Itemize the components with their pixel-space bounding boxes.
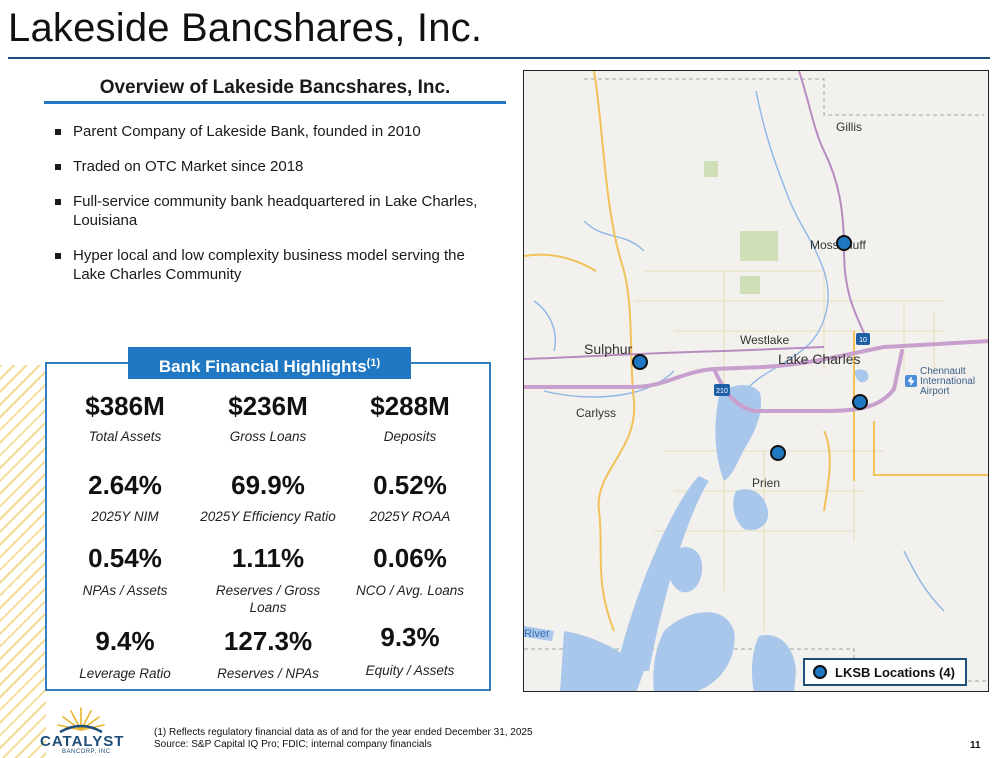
shield-210-text: 210: [716, 388, 728, 395]
bullet-text: Hyper local and low complexity business …: [73, 247, 465, 283]
metric-label-reserves-npas: Reserves / NPAs: [217, 666, 319, 681]
label-sulphur: Sulphur: [584, 341, 633, 357]
label-prien: Prien: [752, 476, 780, 490]
metric-label-reserves-gross-loans: Reserves / Gross Loans: [215, 583, 321, 615]
label-gillis: Gillis: [836, 120, 862, 134]
page-title: Lakeside Bancshares, Inc.: [8, 6, 483, 50]
bullet-item: Full-service community bank headquartere…: [55, 192, 495, 230]
financial-highlights-box: [45, 362, 491, 691]
map-canvas: 10 210 Gillis Moss Bluff Sulphur Westlak…: [524, 71, 988, 691]
label-carlyss: Carlyss: [576, 406, 616, 420]
highlights-heading-text: Bank Financial Highlights: [158, 357, 367, 376]
metric-label-nco-avg-loans: NCO / Avg. Loans: [355, 583, 465, 598]
bullet-text: Parent Company of Lakeside Bank, founded…: [73, 123, 421, 140]
metric-value-nco-avg-loans: 0.06%: [373, 543, 447, 573]
branch-location-map: 10 210 Gillis Moss Bluff Sulphur Westlak…: [523, 70, 989, 692]
metric-value-roaa: 0.52%: [373, 470, 447, 500]
bullet-square-icon: [55, 253, 61, 259]
branch-marker-sulphur[interactable]: [632, 354, 648, 370]
place-labels: Gillis Moss Bluff Sulphur Westlake Lake …: [524, 120, 976, 640]
metric-label-total-assets: Total Assets: [88, 429, 162, 444]
metric-label-nim: 2025Y NIM: [91, 509, 159, 524]
page-number: 11: [970, 740, 981, 751]
branch-marker-prien[interactable]: [770, 445, 786, 461]
legend-label: LKSB Locations (4): [835, 665, 955, 680]
financial-highlights-heading: Bank Financial Highlights(1): [128, 347, 411, 379]
shield-10-text: 10: [859, 337, 867, 344]
bullet-text: Traded on OTC Market since 2018: [73, 158, 304, 175]
metric-label-leverage-ratio: Leverage Ratio: [79, 666, 171, 681]
rivers: [533, 90, 945, 612]
metric-value-reserves-npas: 127.3%: [223, 626, 313, 656]
metric-value-deposits: $288M: [370, 391, 450, 421]
bullet-text: Full-service community bank headquartere…: [73, 193, 478, 229]
metric-value-leverage-ratio: 9.4%: [95, 626, 155, 656]
metric-value-nim: 2.64%: [88, 470, 162, 500]
bullet-item: Traded on OTC Market since 2018: [55, 157, 495, 176]
label-river: River: [524, 628, 550, 640]
airport-icon: [905, 375, 917, 387]
park-area: [704, 161, 718, 177]
metric-value-gross-loans: $236M: [228, 391, 308, 421]
branch-marker-lake-charles[interactable]: [852, 394, 868, 410]
bullet-square-icon: [55, 199, 61, 205]
metric-label-npas-assets: NPAs / Assets: [82, 583, 168, 598]
park-area: [740, 231, 778, 261]
metric-label-equity-assets: Equity / Assets: [365, 663, 455, 678]
logo-subtitle: BANCORP, INC: [62, 749, 111, 755]
metric-label-roaa: 2025Y ROAA: [369, 509, 451, 524]
branch-marker-moss-bluff[interactable]: [836, 235, 852, 251]
catalyst-logo-icon: [57, 707, 105, 734]
metric-value-total-assets: $386M: [85, 391, 165, 421]
decorative-stripes: [0, 365, 46, 758]
metric-value-npas-assets: 0.54%: [88, 543, 162, 573]
location-marker-icon: [813, 665, 827, 679]
bullet-item: Parent Company of Lakeside Bank, founded…: [55, 122, 495, 141]
metric-value-reserves-gross-loans: 1.11%: [231, 543, 305, 573]
footnote-line-1: (1) Reflects regulatory financial data a…: [154, 727, 533, 738]
us-highways: [524, 71, 865, 360]
label-westlake: Westlake: [740, 333, 789, 347]
footnote-line-2: Source: S&P Capital IQ Pro; FDIC; intern…: [154, 739, 432, 750]
metric-label-efficiency-ratio: 2025Y Efficiency Ratio: [200, 509, 336, 524]
state-highways: [524, 71, 988, 632]
bullet-item: Hyper local and low complexity business …: [55, 246, 495, 284]
park-area: [740, 276, 760, 294]
overview-divider: [44, 101, 506, 104]
metric-label-gross-loans: Gross Loans: [229, 429, 307, 444]
interstate-10-shield-icon: 10: [856, 333, 870, 345]
metric-value-equity-assets: 9.3%: [380, 622, 440, 652]
overview-heading: Overview of Lakeside Bancshares, Inc.: [99, 77, 451, 98]
branch-markers: [632, 235, 868, 461]
parish-boundary: [584, 78, 984, 116]
interstate-210-shield-icon: 210: [714, 384, 730, 396]
map-legend: LKSB Locations (4): [803, 658, 967, 686]
bullet-square-icon: [55, 129, 61, 135]
logo-wordmark: CATALYST: [40, 733, 125, 750]
footnote: (1) Reflects regulatory financial data a…: [154, 727, 533, 751]
highlights-footnote-marker: (1): [366, 357, 381, 369]
title-divider: [8, 57, 990, 59]
label-airport: Chennault International Airport: [920, 367, 976, 397]
metric-value-efficiency-ratio: 69.9%: [231, 470, 305, 500]
overview-bullet-list: Parent Company of Lakeside Bank, founded…: [55, 122, 495, 300]
metric-label-deposits: Deposits: [383, 429, 437, 444]
label-lake-charles: Lake Charles: [778, 351, 861, 367]
bullet-square-icon: [55, 164, 61, 170]
